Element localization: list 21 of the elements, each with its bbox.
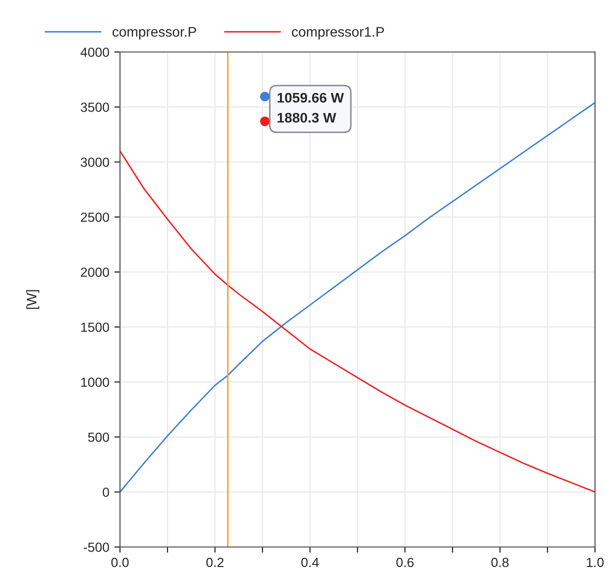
y-tick-label: 1000 xyxy=(81,378,110,387)
y-tick-label: 1500 xyxy=(81,322,110,332)
y-axis-title: [W] xyxy=(26,290,40,309)
y-tick-label: 3500 xyxy=(80,102,110,112)
x-tick-label: 0.6 xyxy=(396,558,414,568)
legend-label: compressor.P xyxy=(112,27,196,40)
x-tick-label: 1.0 xyxy=(586,558,604,568)
annotation: 1880.3 W xyxy=(278,112,336,123)
annotation: 1059.66 W xyxy=(278,92,344,103)
y-tick-label: 2500 xyxy=(80,212,110,222)
legend-label: compressor1.P xyxy=(292,27,384,40)
x-tick-label: 0.0 xyxy=(111,558,129,568)
y-tick-label: 3000 xyxy=(80,158,110,167)
y-tick-label: 0 xyxy=(102,488,110,497)
y-tick-label: -500 xyxy=(84,542,110,552)
y-tick-label: 4000 xyxy=(80,48,110,57)
x-tick-label: 0.2 xyxy=(206,558,224,568)
x-tick-label: 0.4 xyxy=(301,558,319,568)
y-tick-label: 2000 xyxy=(80,268,110,277)
y-tick-label: 500 xyxy=(88,432,110,442)
x-tick-label: 0.8 xyxy=(491,558,509,568)
